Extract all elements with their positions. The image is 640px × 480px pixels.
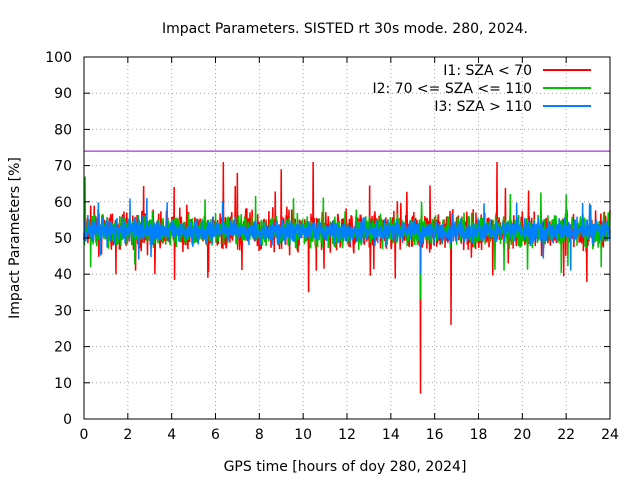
- axis-ticks: [83, 56, 611, 420]
- legend-label: I2: 70 <= SZA <= 110: [372, 81, 532, 97]
- y-tick-label: 70: [54, 159, 72, 175]
- legend-label: I3: SZA > 110: [434, 99, 532, 115]
- y-tick-label: 90: [54, 86, 72, 102]
- x-tick-label: 14: [382, 427, 400, 443]
- y-tick-label: 80: [54, 122, 72, 138]
- series-line: [83, 198, 611, 275]
- x-tick-label: 6: [211, 427, 220, 443]
- legend: I1: SZA < 70 I2: 70 <= SZA <= 110 I3: SZA …: [372, 63, 591, 115]
- y-tick-label: 100: [45, 50, 72, 66]
- y-tick-label: 50: [54, 231, 72, 247]
- legend-label: I1: SZA < 70: [443, 63, 532, 79]
- y-tick-labels: 0 10 20 30 40 50 60 70 80 90 100: [45, 50, 72, 428]
- y-axis-label: Impact Parameters [%]: [7, 157, 23, 319]
- series-layer: [83, 161, 611, 394]
- x-tick-label: 0: [80, 427, 89, 443]
- y-tick-label: 30: [54, 303, 72, 319]
- x-tick-label: 12: [338, 427, 356, 443]
- y-tick-label: 60: [54, 195, 72, 211]
- y-tick-label: 0: [63, 412, 72, 428]
- x-tick-label: 16: [426, 427, 444, 443]
- y-tick-label: 20: [54, 340, 72, 356]
- x-tick-label: 22: [557, 427, 575, 443]
- y-tick-label: 40: [54, 267, 72, 283]
- series-3: [83, 198, 611, 275]
- x-tick-label: 8: [255, 427, 264, 443]
- x-axis-label: GPS time [hours of doy 280, 2024]: [224, 459, 467, 475]
- chart-title: Impact Parameters. SISTED rt 30s mode. 2…: [162, 21, 528, 37]
- x-tick-label: 24: [601, 427, 619, 443]
- x-tick-label: 20: [513, 427, 531, 443]
- x-tick-label: 18: [470, 427, 488, 443]
- y-tick-label: 10: [54, 376, 72, 392]
- x-tick-labels: 0 2 4 6 8 10 12 14 16 18 20 22 24: [80, 427, 619, 443]
- x-tick-label: 10: [294, 427, 312, 443]
- x-tick-label: 4: [167, 427, 176, 443]
- x-tick-label: 2: [123, 427, 132, 443]
